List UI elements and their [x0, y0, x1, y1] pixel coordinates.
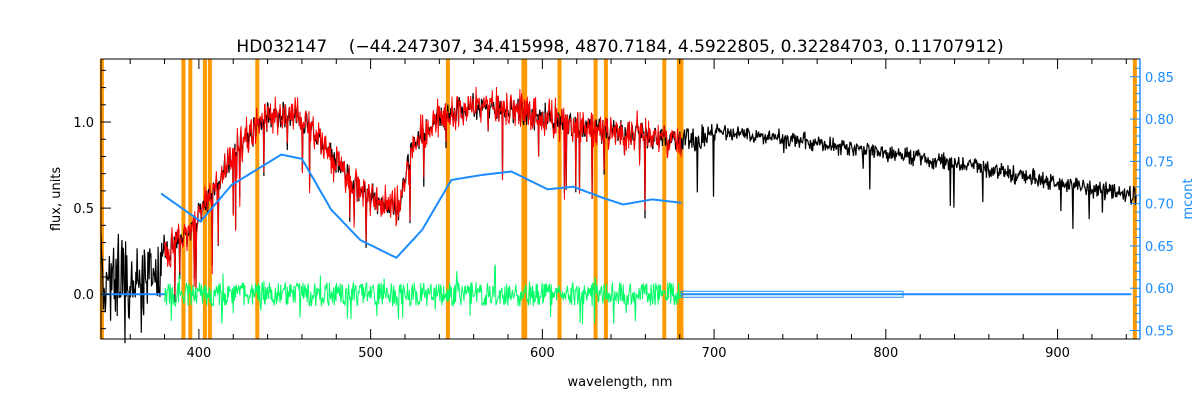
axes: 400 500 600 700 800 900 0.0 0.5 1.0 0.55 0.60 0.65 0… — [73, 59, 1174, 361]
mask-band — [188, 59, 193, 339]
y2-tick-label: 0.60 — [1145, 282, 1174, 297]
x-tick-label: 900 — [1045, 346, 1070, 361]
mask-band — [676, 59, 681, 339]
residual-line — [164, 264, 682, 325]
y-tick-label: 0.5 — [73, 202, 94, 217]
mask-band — [593, 59, 598, 339]
y2-tick-label: 0.65 — [1145, 240, 1174, 255]
y-tick-label: 0.0 — [73, 288, 94, 303]
mcont-line — [160, 153, 682, 260]
y2-tick-label: 0.80 — [1145, 113, 1174, 128]
mask-band — [557, 59, 562, 339]
x-tick-label: 600 — [530, 346, 555, 361]
mask-band — [662, 59, 667, 339]
x-tick-label: 700 — [702, 346, 727, 361]
y2-tick-label: 0.85 — [1145, 71, 1174, 86]
mask-band — [679, 59, 684, 339]
y2-tick-label: 0.55 — [1145, 325, 1174, 340]
model-flux-line — [164, 86, 682, 295]
mask-band — [181, 59, 186, 339]
y-axis-label: flux, units — [49, 167, 64, 232]
x-axis-label: wavelength, nm — [568, 375, 673, 390]
y2-axis-label: mcont — [1181, 178, 1196, 219]
series-group — [100, 86, 1137, 344]
x-tick-label: 800 — [873, 346, 898, 361]
y-tick-label: 1.0 — [73, 116, 94, 131]
mask-band — [99, 59, 104, 339]
mask-band — [445, 59, 450, 339]
mask-band — [523, 59, 528, 339]
y2-tick-label: 0.75 — [1145, 155, 1174, 170]
zero-band — [680, 290, 904, 298]
y2-tick-label: 0.70 — [1145, 198, 1174, 213]
mask-band — [207, 59, 212, 339]
x-tick-label: 500 — [358, 346, 383, 361]
mask-band — [255, 59, 260, 339]
chart-title: HD032147 (−44.247307, 34.415998, 4870.71… — [236, 37, 1003, 57]
x-tick-label: 400 — [186, 346, 211, 361]
